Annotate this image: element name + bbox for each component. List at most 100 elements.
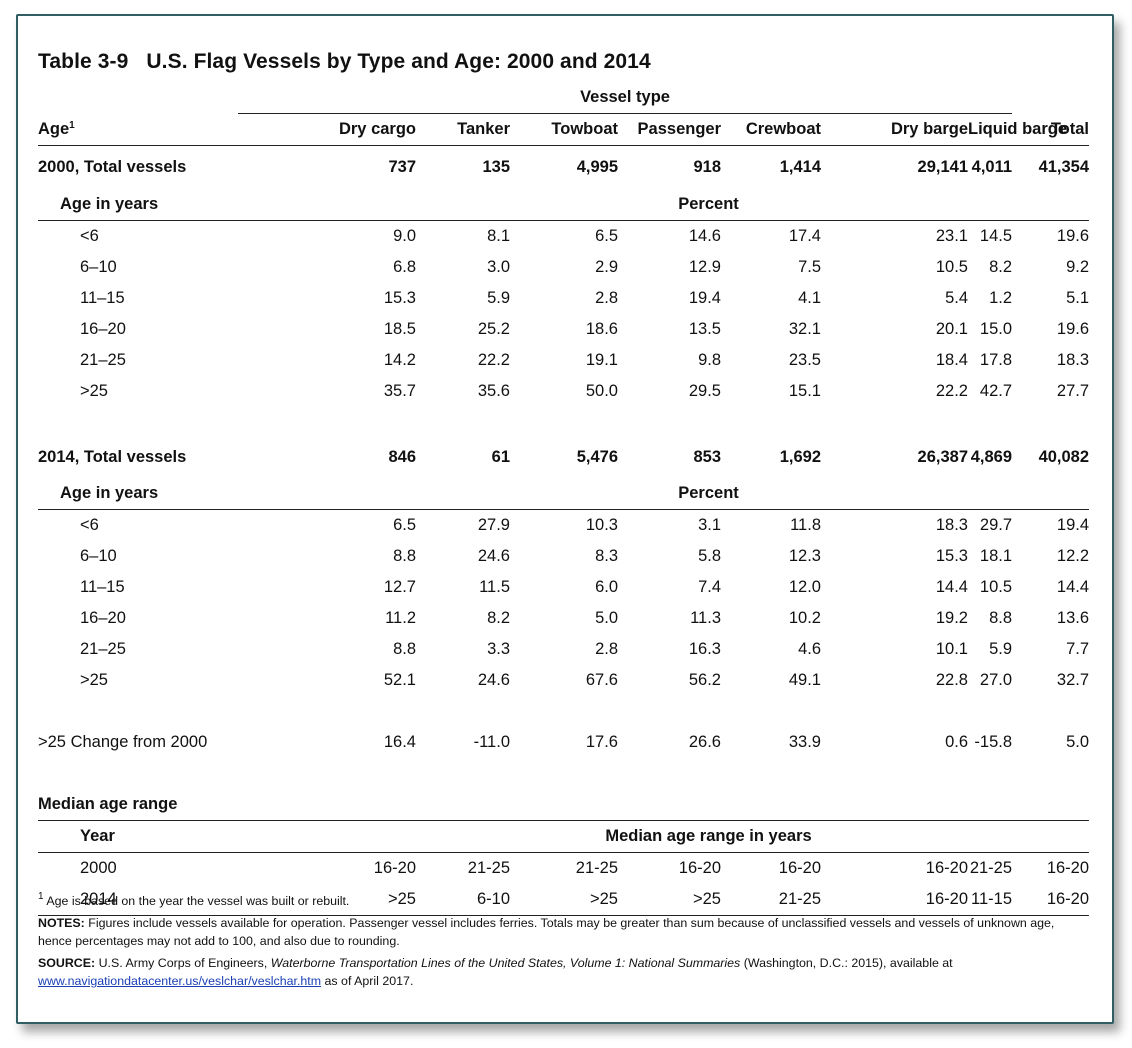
percent-value: 8.8: [393, 546, 416, 565]
vessel-type-header: Vessel type: [238, 82, 1013, 114]
percent-value: 16.3: [688, 639, 721, 658]
median-title-fill: [328, 788, 416, 821]
median-title-fill: [821, 788, 968, 821]
percent-value: 2.9: [595, 257, 618, 276]
percent-value: 10.1: [935, 639, 968, 658]
column-header-total: Total: [1012, 113, 1090, 146]
data-row: 21–25 14.2 22.2 19.1 9.8 23.5 18.4 17.8 18.3: [38, 345, 1089, 376]
source-link[interactable]: www.navigationdatacenter.us/veslchar/ves…: [38, 974, 322, 988]
total-value: 40,082: [1038, 448, 1090, 466]
gap: [238, 477, 328, 510]
source-end: as of April 2017.: [324, 974, 414, 988]
percent-value: 8.2: [487, 608, 510, 627]
total-row-2014: 2014, Total vessels 846 61 5,476 853 1,692 26,…: [38, 438, 1089, 478]
gap: [238, 220, 328, 252]
percent-value: 2.8: [595, 639, 618, 658]
gap: [238, 509, 328, 541]
percent-value: 32.1: [788, 319, 821, 338]
gap: [238, 665, 328, 696]
gap: [238, 572, 328, 603]
age-in-years-label: Age in years: [38, 188, 238, 221]
total-value: 135: [482, 157, 510, 176]
source-post: (Washington, D.C.: 2015), available at: [743, 956, 953, 970]
percent-value: 35.7: [383, 381, 416, 400]
percent-value: 9.8: [698, 350, 721, 369]
percent-value: 5.9: [487, 288, 510, 307]
percent-value: 22.2: [935, 381, 968, 400]
percent-value: 14.4: [935, 577, 968, 596]
percent-value: 22.2: [477, 350, 510, 369]
percent-value: 8.2: [989, 257, 1013, 276]
data-row: <6 6.5 27.9 10.3 3.1 11.8 18.3 29.7 19.4: [38, 509, 1089, 541]
percent-value: 8.8: [989, 608, 1013, 627]
age-range: <6: [80, 515, 99, 534]
percent-value: 7.5: [798, 257, 821, 276]
percent-value: 49.1: [788, 670, 821, 689]
gap: [238, 883, 328, 916]
data-row: <6 9.0 8.1 6.5 14.6 17.4 23.1 14.5 19.6: [38, 220, 1089, 252]
data-row: 11–15 15.3 5.9 2.8 19.4 4.1 5.4 1.2 5.1: [38, 283, 1089, 314]
median-year: 2000: [80, 858, 117, 877]
vessel-table: Vessel type Age1 Dry cargo Tanker Towboat Pas…: [38, 82, 1090, 916]
percent-value: 8.3: [595, 546, 618, 565]
percent-value: 5.8: [698, 546, 721, 565]
percent-value: 19.6: [1056, 319, 1090, 338]
change-value: 33.9: [788, 732, 821, 751]
data-row: 21–25 8.8 3.3 2.8 16.3 4.6 10.1 5.9 7.7: [38, 634, 1089, 665]
notes-label: NOTES:: [38, 916, 85, 930]
percent-value: 19.6: [1056, 226, 1090, 245]
change-value: 17.6: [585, 732, 618, 751]
median-year: 2014: [38, 883, 238, 916]
spacer: [38, 407, 1089, 438]
percent-value: 19.4: [1056, 515, 1090, 534]
total-value: 29,141: [917, 157, 968, 176]
change-value: -11.0: [473, 732, 510, 751]
percent-value: 5.1: [1066, 288, 1090, 307]
footnote-mark: 1: [38, 891, 44, 902]
percent-value: 18.3: [1056, 350, 1090, 369]
gap: [238, 820, 328, 853]
percent-value: 3.0: [487, 257, 510, 276]
gap: [238, 283, 328, 314]
spacer-row: [38, 407, 1089, 438]
gap: [238, 438, 328, 478]
percent-value: 18.6: [585, 319, 618, 338]
median-value: >25: [618, 883, 721, 916]
percent-value: 18.5: [383, 319, 416, 338]
percent-value: 17.4: [788, 226, 821, 245]
age-range: 16–20: [80, 608, 126, 627]
change-label: >25 Change from 2000: [38, 732, 208, 751]
age-header-label: Age: [38, 119, 70, 138]
age-range: 11–15: [80, 288, 125, 307]
percent-value: 20.1: [935, 319, 968, 338]
column-header-passenger: Passenger: [618, 113, 721, 146]
total-value: 1,414: [779, 157, 821, 176]
percent-value: 12.0: [788, 577, 821, 596]
median-title-fill: [618, 788, 721, 821]
percent-value: 23.1: [935, 226, 968, 245]
column-header-crewboat: Crewboat: [721, 113, 821, 146]
percent-value: 3.1: [698, 515, 721, 534]
total-label-2000: 2000, Total vessels: [38, 157, 187, 176]
gap: [238, 345, 328, 376]
median-unit-label: Median age range in years: [328, 820, 1090, 853]
percent-value: 42.7: [979, 381, 1013, 400]
median-title: Median age range: [38, 788, 328, 821]
percent-value: 15.3: [935, 546, 968, 565]
gap: [238, 314, 328, 345]
median-value: 21-25: [721, 883, 821, 916]
percent-value: 12.7: [383, 577, 416, 596]
percent-value: 4.1: [798, 288, 821, 307]
percent-value: 22.8: [935, 670, 968, 689]
gap: [238, 252, 328, 283]
percent-value: 27.7: [1056, 381, 1090, 400]
data-row: >25 52.1 24.6 67.6 56.2 49.1 22.8 27.0 32.7: [38, 665, 1089, 696]
median-header-row: Year Median age range in years: [38, 820, 1090, 853]
age-range: 21–25: [80, 350, 126, 369]
median-value: 21-25: [575, 858, 618, 877]
gap: [238, 634, 328, 665]
percent-value: 50.0: [585, 381, 618, 400]
percent-value: 1.2: [989, 288, 1013, 307]
percent-value: 8.1: [487, 226, 510, 245]
total-label-2014: 2014, Total vessels: [38, 448, 187, 466]
